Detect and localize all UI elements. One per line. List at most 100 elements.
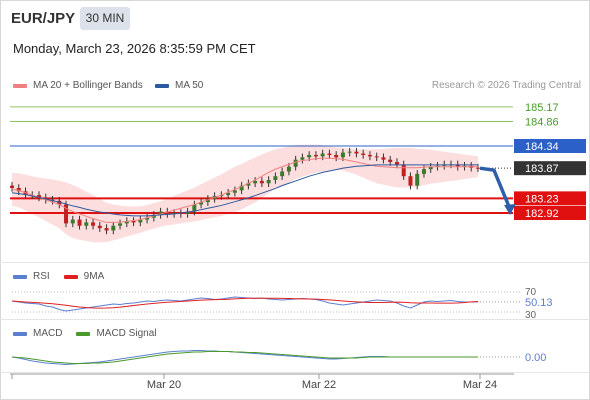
candle-body	[381, 157, 386, 160]
level-label: 183.23	[525, 193, 559, 205]
candle-body	[421, 169, 426, 174]
level-tag	[514, 206, 586, 220]
ma20-line	[11, 157, 478, 223]
legend-ma50-label: MA 50	[175, 80, 204, 91]
rsi-lower-label: 30	[525, 310, 537, 321]
candle-body	[428, 166, 433, 170]
candle-body	[226, 192, 231, 196]
candle-body	[253, 180, 258, 184]
candle-body	[124, 221, 129, 224]
timeframe-badge[interactable]: 30 MIN	[80, 7, 130, 30]
legend-macd-signal-label: MACD Signal	[96, 328, 157, 339]
candle-body	[84, 222, 89, 226]
candle-body	[394, 162, 399, 165]
ma50-line	[11, 164, 478, 217]
legend-ma20: MA 20 + Bollinger Bands	[13, 80, 143, 91]
legend-macd: MACD MACD Signal	[13, 328, 156, 339]
candle-body	[307, 154, 312, 158]
level-tag	[514, 161, 586, 176]
macd-signal-swatch-icon	[76, 331, 91, 336]
bollinger-band	[12, 144, 478, 243]
candle-body	[138, 219, 143, 223]
candle-body	[97, 225, 102, 229]
candle-body	[320, 153, 325, 157]
rsi-value-label: 50.13	[525, 297, 553, 309]
candle-body	[455, 164, 460, 167]
candle-body	[293, 159, 298, 167]
candle-body	[259, 180, 264, 184]
candle-body	[165, 211, 170, 214]
candle-body	[347, 151, 352, 153]
candle-body	[16, 187, 21, 192]
rsi-upper-label: 70	[525, 287, 537, 298]
projection-arrowhead-icon	[504, 204, 516, 215]
candle-body	[185, 211, 190, 214]
legend-rsi: RSI 9MA	[13, 271, 104, 282]
x-tick-label: Mar 24	[463, 379, 497, 391]
candle-body	[327, 153, 332, 155]
panel-separator	[0, 262, 590, 263]
candle-body	[408, 176, 413, 186]
candle-body	[70, 219, 75, 224]
rsi-line	[11, 296, 479, 312]
candle-body	[111, 225, 116, 231]
candle-body	[199, 202, 204, 205]
candle-body	[192, 204, 197, 212]
candle-body	[64, 204, 69, 224]
level-tag	[514, 139, 586, 153]
legend-rsi-label: RSI	[33, 271, 50, 282]
symbol-title: EUR/JPY	[11, 10, 76, 27]
candle-body	[280, 171, 285, 177]
candle-body	[286, 166, 291, 172]
candle-body	[91, 222, 96, 226]
level-label: 182.92	[525, 208, 559, 220]
candle-body	[131, 221, 136, 223]
legend-macd-label: MACD	[33, 328, 63, 339]
projection-arrow	[479, 166, 512, 210]
level-label: 183.87	[525, 163, 559, 175]
candle-body	[300, 157, 305, 160]
datetime-label: Monday, March 23, 2026 8:35:59 PM CET	[13, 41, 256, 56]
legend-rsi-ma-label: 9MA	[83, 271, 105, 282]
candle-body	[367, 154, 372, 157]
level-label: 184.34	[525, 141, 559, 153]
x-tick-label: Mar 20	[147, 379, 181, 391]
macd-swatch-icon	[13, 331, 27, 336]
rsi-ma-swatch-icon	[63, 274, 78, 279]
candle-body	[415, 173, 420, 186]
level-label: 185.17	[525, 102, 559, 114]
level-tag	[514, 191, 586, 206]
candle-body	[273, 176, 278, 180]
legend-ma20-label: MA 20 + Bollinger Bands	[33, 80, 143, 91]
candle-body	[77, 219, 82, 226]
candle-body	[232, 190, 237, 193]
candle-body	[266, 179, 271, 184]
ma50-swatch-icon	[155, 83, 169, 88]
ma20-swatch-icon	[13, 83, 27, 88]
candle-body	[246, 183, 251, 186]
macd-value-label: 0.00	[525, 352, 546, 364]
candle-body	[374, 156, 379, 158]
candle-body	[205, 198, 210, 203]
level-label: 184.86	[525, 116, 559, 128]
candle-body	[10, 185, 14, 188]
candle-body	[334, 154, 339, 158]
rsi-swatch-icon	[13, 274, 27, 279]
candle-body	[340, 152, 345, 158]
candle-body	[158, 211, 163, 215]
candle-body	[104, 228, 109, 231]
rsi-ma-line	[11, 297, 479, 309]
candle-body	[239, 185, 244, 191]
candle-body	[354, 151, 359, 154]
copyright-label: Research © 2026 Trading Central	[431, 80, 581, 91]
legend-ma50: MA 50	[155, 80, 203, 91]
candle-body	[145, 217, 150, 220]
panel-separator	[0, 372, 590, 373]
macd-signal-line	[11, 351, 478, 364]
candle-body	[388, 159, 393, 163]
candle-body	[37, 195, 42, 198]
candle-body	[313, 154, 318, 157]
candle-body	[401, 164, 406, 177]
x-tick-label: Mar 22	[302, 379, 336, 391]
